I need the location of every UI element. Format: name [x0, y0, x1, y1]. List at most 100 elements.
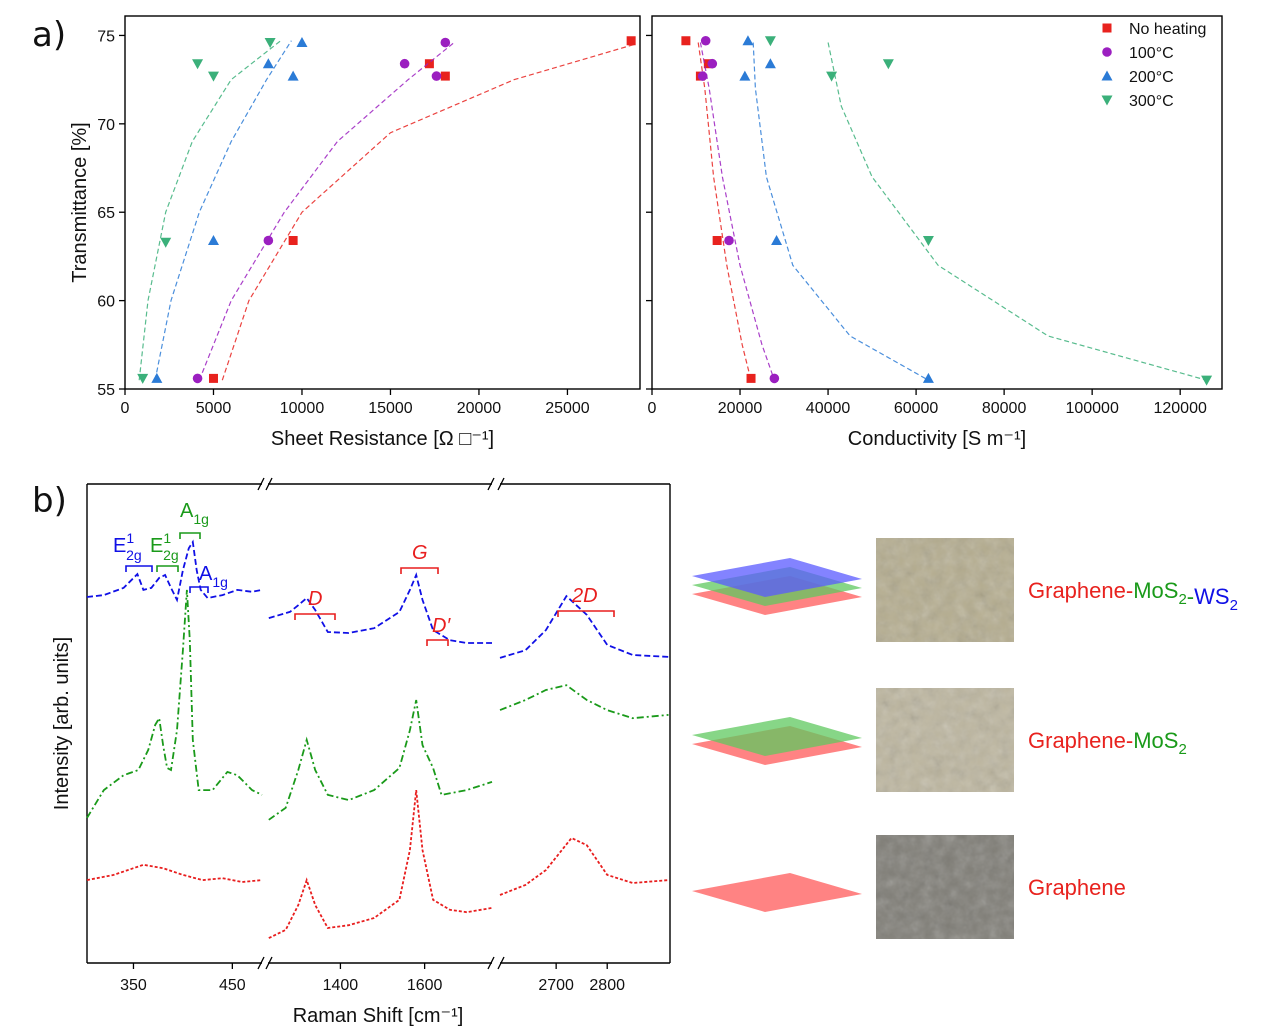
peak-label: E1 2g — [150, 530, 179, 563]
marker — [207, 71, 219, 82]
axis-break — [497, 956, 505, 970]
sample-photo-texture — [876, 688, 1014, 792]
legend-label: No heating — [1129, 21, 1206, 38]
marker — [712, 236, 722, 246]
peak-label-text: D — [308, 588, 322, 610]
x-tick-label: 60000 — [894, 400, 939, 417]
legend-marker — [1101, 70, 1113, 81]
marker — [742, 35, 754, 46]
sample-label-sub: 2 — [1178, 741, 1186, 758]
peak-label: E1 2g — [113, 530, 142, 563]
spectrum — [499, 836, 669, 896]
marker — [739, 70, 751, 81]
peak-bracket — [557, 610, 615, 617]
marker — [151, 372, 163, 383]
peak-label-text: A — [180, 500, 194, 522]
y-axis-label: Intensity [arb. units] — [51, 637, 73, 810]
peak-label-text: D′ — [432, 615, 451, 637]
x-tick-label: 0 — [121, 400, 130, 417]
sample-label: Graphene-MoS2 — [1028, 728, 1187, 758]
x-tick-label: 1600 — [407, 977, 443, 994]
peak-bracket — [156, 565, 179, 572]
legend-label: 100°C — [1129, 45, 1174, 62]
axis-break — [265, 956, 273, 970]
peak-label-text: A — [199, 563, 213, 585]
x-tick-label: 20000 — [457, 400, 502, 417]
x-tick-label: 20000 — [718, 400, 763, 417]
y-tick-label: 75 — [97, 28, 115, 45]
sample-label: Graphene-MoS2-WS2 — [1028, 578, 1238, 614]
y-tick-label: 70 — [97, 117, 115, 134]
sample-photo-texture — [876, 835, 1014, 939]
marker — [440, 37, 451, 48]
fit-line — [154, 40, 292, 381]
x-tick-label: 80000 — [982, 400, 1027, 417]
marker — [764, 36, 776, 47]
sample-label-part: MoS — [1133, 728, 1178, 753]
axis-break — [257, 477, 265, 491]
peak-label-sub: 2g — [163, 547, 179, 563]
spectrum — [499, 684, 669, 720]
legend-label: 300°C — [1129, 93, 1174, 110]
sample-label-part: Graphene — [1028, 578, 1126, 603]
sample-label-part: MoS — [1133, 578, 1178, 603]
spectrum — [268, 790, 493, 939]
x-tick-label: 5000 — [196, 400, 232, 417]
spectrum — [86, 539, 263, 603]
marker — [287, 70, 299, 81]
x-tick-label: 40000 — [806, 400, 851, 417]
legend-label: 200°C — [1129, 69, 1174, 86]
layer-sheet — [692, 717, 862, 756]
marker — [296, 37, 308, 48]
plot-frame — [651, 15, 1223, 390]
peak-label-text: G — [412, 542, 428, 564]
y-tick-label: 65 — [97, 205, 115, 222]
x-tick-label: 1400 — [323, 977, 359, 994]
peak-label-sub: 2g — [126, 547, 142, 563]
marker — [264, 38, 276, 49]
marker — [826, 71, 838, 82]
x-tick-label: 25000 — [545, 400, 590, 417]
legend-marker — [1101, 95, 1113, 106]
axis-break — [257, 956, 265, 970]
axis-break — [487, 477, 495, 491]
marker — [262, 58, 274, 69]
sample-label-sub: 2 — [1230, 597, 1238, 614]
legend-marker — [1102, 23, 1112, 33]
marker — [192, 373, 203, 384]
fit-line — [752, 42, 929, 381]
x-tick-label: 120000 — [1153, 400, 1206, 417]
marker — [208, 373, 218, 383]
marker — [160, 237, 172, 248]
x-tick-label: 350 — [120, 977, 147, 994]
x-tick-label: 2800 — [589, 977, 625, 994]
sample-label-part: Graphene — [1028, 875, 1126, 900]
panel-label: b) — [32, 481, 67, 521]
peak-label-sup: 1 — [163, 530, 171, 546]
x-axis-label: Conductivity [S m⁻¹] — [848, 428, 1026, 450]
fit-line — [699, 42, 775, 381]
marker — [440, 71, 450, 81]
marker — [424, 59, 434, 69]
x-tick-label: 450 — [219, 977, 246, 994]
marker — [882, 59, 894, 70]
sample-label: Graphene — [1028, 875, 1126, 900]
sample-label-part: Graphene — [1028, 728, 1126, 753]
peak-label-sub: 1g — [193, 511, 209, 527]
peak-label: G — [412, 542, 428, 564]
marker — [207, 235, 219, 246]
sample-label-part: - — [1187, 584, 1194, 609]
x-tick-label: 100000 — [1065, 400, 1118, 417]
sample-label-part: - — [1126, 728, 1133, 753]
marker — [707, 58, 718, 69]
axis-break — [487, 956, 495, 970]
fit-line — [697, 42, 752, 381]
y-tick-label: 60 — [97, 294, 115, 311]
axis-break — [265, 477, 273, 491]
peak-label-text: 2D — [571, 585, 598, 607]
sample-label-part: WS — [1194, 584, 1229, 609]
y-axis-label: Transmittance [%] — [69, 122, 91, 282]
layer-sheet — [692, 873, 862, 912]
